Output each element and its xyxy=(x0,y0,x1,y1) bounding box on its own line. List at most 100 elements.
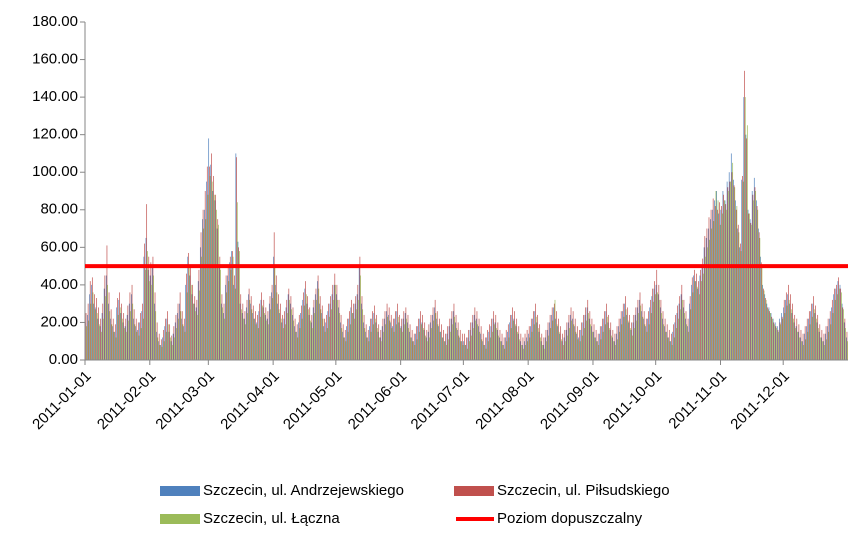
bar xyxy=(336,284,338,360)
bar xyxy=(107,303,109,360)
bar xyxy=(207,194,209,360)
bar xyxy=(797,331,798,360)
bar xyxy=(753,200,754,360)
bar xyxy=(505,337,506,360)
bar xyxy=(611,335,612,360)
bar xyxy=(644,324,646,360)
bar xyxy=(696,286,698,360)
bar xyxy=(672,331,674,360)
bar xyxy=(166,318,168,360)
bar xyxy=(795,326,797,360)
bar xyxy=(689,303,690,360)
bar xyxy=(376,314,377,360)
bar xyxy=(402,331,403,360)
bar xyxy=(536,322,538,360)
bar xyxy=(206,166,208,360)
bar xyxy=(183,326,184,360)
bar xyxy=(362,309,364,360)
bar xyxy=(758,232,760,360)
bar xyxy=(522,337,524,360)
bar xyxy=(405,307,407,360)
bar xyxy=(446,333,448,360)
bar xyxy=(652,301,654,360)
bar xyxy=(507,324,509,360)
bar xyxy=(550,328,552,360)
bar xyxy=(319,296,321,360)
bar xyxy=(353,318,355,360)
bar xyxy=(648,311,649,360)
bar xyxy=(281,322,283,360)
bar xyxy=(143,256,145,360)
bar xyxy=(576,326,578,360)
bar xyxy=(613,341,615,360)
bar xyxy=(231,251,233,360)
bar xyxy=(172,333,174,360)
bar xyxy=(161,346,163,360)
bar xyxy=(639,292,641,360)
bar xyxy=(85,313,87,360)
bar xyxy=(836,284,837,360)
bar xyxy=(745,134,747,360)
bar xyxy=(692,292,694,360)
bar xyxy=(147,269,149,360)
bar xyxy=(127,305,129,360)
bar xyxy=(469,329,471,360)
bar xyxy=(489,337,491,360)
bar xyxy=(796,318,798,360)
bar xyxy=(153,275,154,360)
bar xyxy=(268,324,269,360)
bar xyxy=(523,341,525,360)
bar xyxy=(296,324,298,360)
bar xyxy=(717,209,718,360)
bar xyxy=(563,337,565,360)
bar xyxy=(439,331,441,360)
bar xyxy=(725,204,727,360)
bar xyxy=(499,329,501,360)
bar xyxy=(223,303,225,360)
bar xyxy=(753,177,755,360)
bar xyxy=(256,322,258,360)
bar xyxy=(718,213,720,360)
bar xyxy=(309,307,311,360)
bar xyxy=(484,337,486,360)
bar xyxy=(661,318,663,360)
bar xyxy=(158,341,159,360)
bar xyxy=(457,329,458,360)
bar xyxy=(128,303,130,360)
bar xyxy=(712,209,713,360)
bar xyxy=(211,181,213,360)
bar xyxy=(165,331,167,360)
x-tick-label: 2011-04-01 xyxy=(217,368,282,433)
bar xyxy=(315,288,317,360)
bar xyxy=(808,311,810,360)
bar xyxy=(228,281,230,360)
bar xyxy=(392,318,394,360)
bar xyxy=(243,318,245,360)
bar xyxy=(248,294,249,360)
bar xyxy=(835,288,837,360)
bar xyxy=(510,314,511,360)
bar xyxy=(514,311,515,360)
bar xyxy=(94,309,96,360)
bar xyxy=(487,341,489,360)
bar xyxy=(303,305,305,360)
bar xyxy=(417,326,419,360)
y-tick-label: 20.00 xyxy=(40,313,78,330)
bar xyxy=(834,299,836,360)
bar xyxy=(487,329,488,360)
bar xyxy=(500,341,502,360)
bar xyxy=(746,138,747,360)
bar xyxy=(716,191,718,360)
bar xyxy=(645,326,646,360)
bar xyxy=(374,305,375,360)
bar xyxy=(621,324,623,360)
bar xyxy=(622,303,624,360)
bar xyxy=(501,333,503,360)
bar xyxy=(189,275,191,360)
bar xyxy=(174,322,176,360)
bar xyxy=(186,273,187,360)
legend-swatch xyxy=(454,486,494,496)
bar xyxy=(438,318,440,360)
bar xyxy=(192,284,194,360)
bar xyxy=(229,256,231,360)
